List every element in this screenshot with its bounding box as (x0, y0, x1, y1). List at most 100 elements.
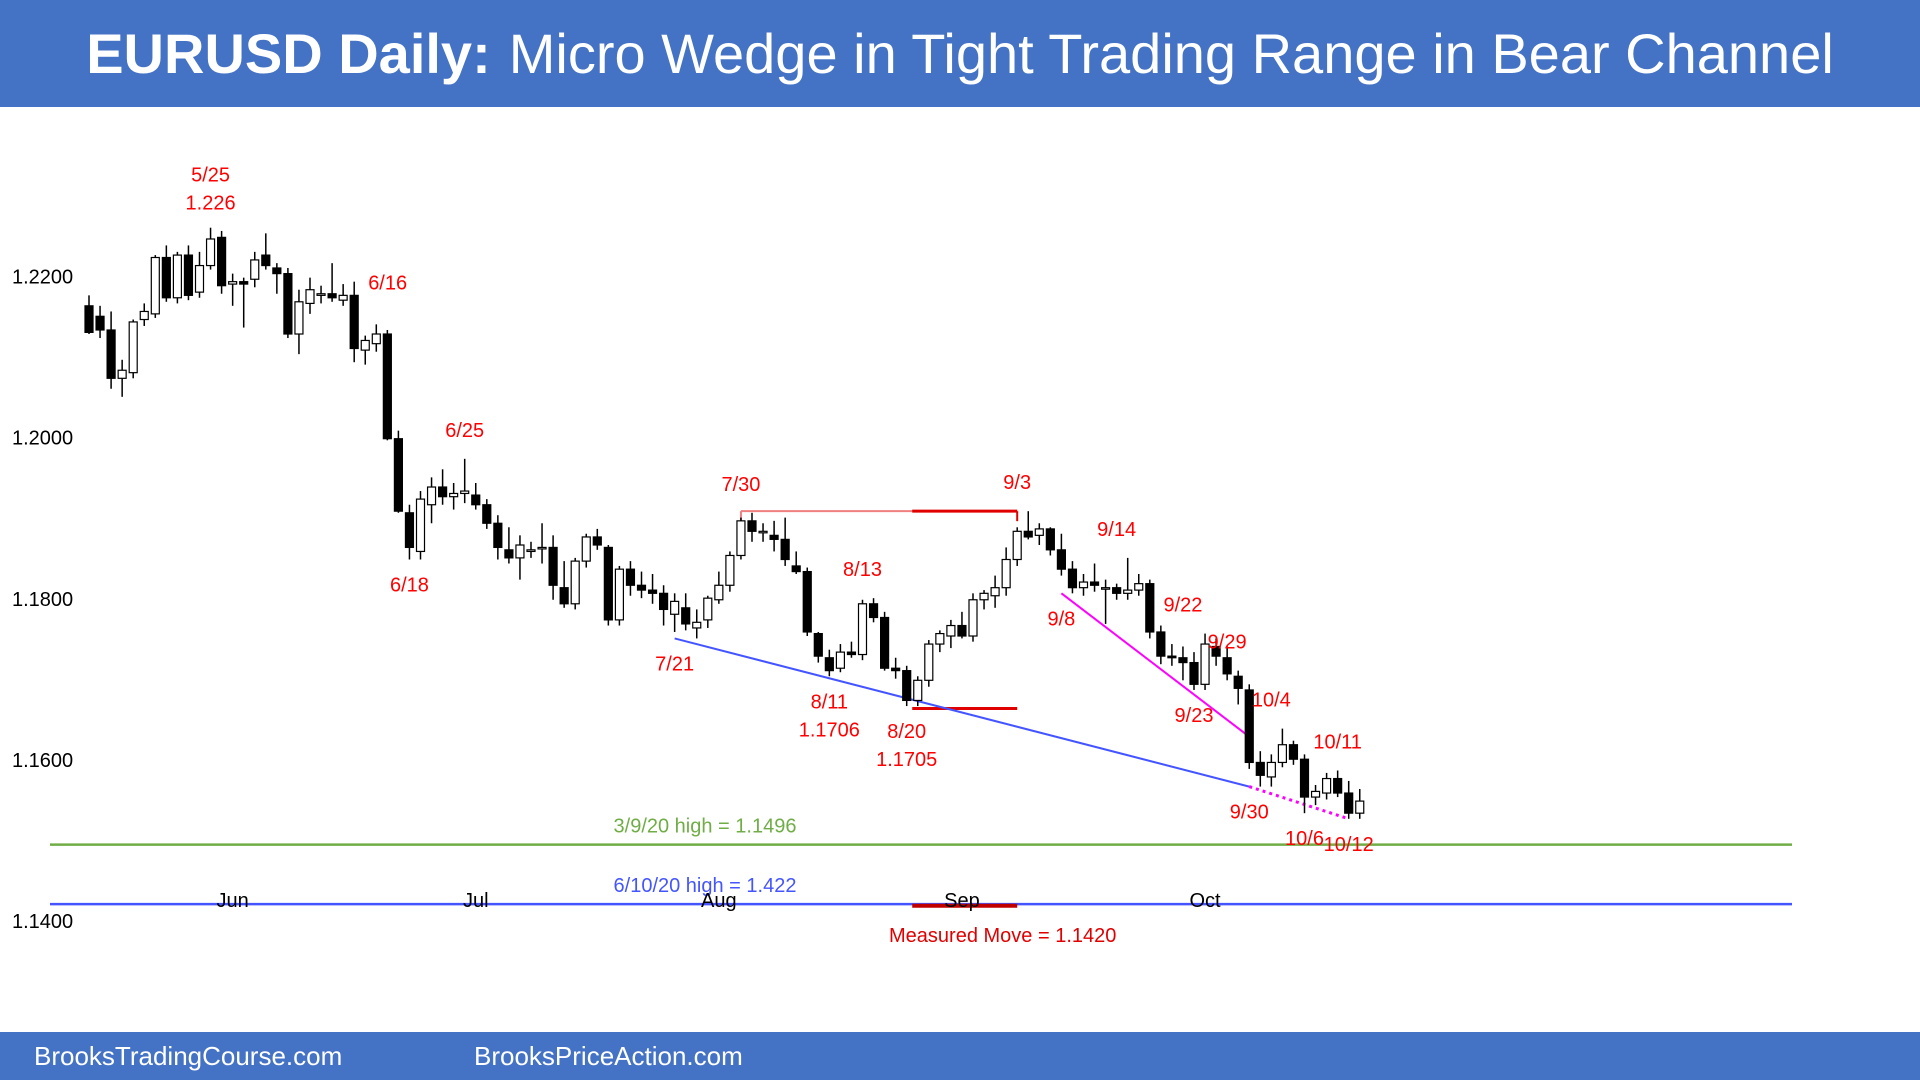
candle (913, 676, 923, 707)
candle (128, 319, 138, 379)
candle-body-bear (404, 512, 415, 549)
candle (415, 491, 426, 560)
candle (747, 512, 757, 542)
candle (482, 499, 492, 529)
x-tick-label: Sep (944, 890, 980, 912)
candle (935, 630, 945, 653)
candle-body-bull (228, 281, 238, 285)
candle (150, 255, 160, 318)
candle-body-bear (891, 667, 901, 672)
candle (294, 289, 304, 355)
candle-body-bull (1277, 744, 1288, 764)
candle-body-bear (327, 293, 337, 299)
x-tick-label: Jul (463, 890, 489, 912)
candle (1211, 638, 1221, 666)
annotation-label: 8/20 (887, 721, 926, 743)
candle (1321, 772, 1332, 800)
candle-body-bear (548, 546, 558, 586)
candle (625, 561, 636, 596)
candle (868, 598, 879, 623)
candle-body-bear (1211, 645, 1221, 657)
candle-body-bull (316, 293, 326, 296)
annotation-label: 10/12 (1324, 834, 1374, 856)
candle (250, 251, 260, 288)
candle-body-bull (1355, 800, 1365, 814)
candle (515, 535, 525, 580)
candle (1123, 557, 1133, 600)
candle-body-bear (769, 534, 779, 540)
candle-body-bear (846, 651, 857, 656)
candle (283, 267, 293, 339)
candle-body-bull (725, 554, 735, 586)
candle-body-bear (957, 624, 967, 637)
candle-body-bear (868, 603, 879, 619)
candle (449, 482, 459, 510)
candle-body-bear (493, 522, 503, 549)
candle (316, 285, 326, 304)
candle-body-bear (824, 657, 834, 672)
candle (846, 641, 857, 658)
candle (161, 245, 171, 302)
candle-body-bear (183, 254, 194, 296)
annotation-label: 9/23 (1175, 705, 1214, 727)
candle-body-bear (1222, 657, 1232, 675)
annotation-label: 10/6 (1285, 828, 1324, 850)
footer-link-price-action[interactable]: BrooksPriceAction.com (474, 1041, 743, 1071)
candle (305, 277, 315, 314)
candle-body-bull (1200, 643, 1210, 685)
candle-body-bull (946, 624, 956, 637)
candle-body-bull (294, 301, 304, 335)
candle (1012, 527, 1022, 566)
candle (968, 593, 978, 642)
footer-link-trading-course[interactable]: BrooksTradingCourse.com (34, 1041, 343, 1071)
candle-body-bear (1344, 792, 1354, 814)
candle-body-bull (426, 486, 437, 506)
candle (1156, 625, 1166, 665)
annotation-label: 6/18 (390, 575, 429, 597)
candle-body-bull (1001, 558, 1011, 589)
candle-body-bull (968, 599, 978, 637)
candle-body-bear (1299, 758, 1310, 798)
candle (1189, 652, 1199, 690)
chart-title-symbol: EURUSD Daily: (86, 22, 491, 85)
candle-body-bear (592, 536, 602, 546)
candle-body-bear (261, 254, 271, 267)
candle (1112, 583, 1122, 600)
candle-body-bull (1310, 790, 1321, 798)
candle-body-bear (482, 504, 492, 524)
candle (658, 585, 669, 626)
candle-body-bull (692, 621, 702, 629)
candle (360, 335, 370, 365)
y-tick-label: 1.2000 (12, 428, 73, 450)
candle-body-bull (139, 310, 149, 321)
candle-body-bull (1012, 530, 1022, 561)
candle-body-bear (1233, 675, 1243, 689)
candle (570, 557, 580, 610)
candle-body-bull (703, 597, 713, 621)
candle-body-bear (791, 565, 801, 573)
candle-body-bear (1067, 568, 1078, 589)
candle-body-bear (239, 281, 249, 285)
support-levels: 3/9/20 high = 1.1496 6/10/20 high = 1.422 (50, 816, 1792, 906)
candle (1333, 770, 1343, 798)
candle-body-bear (902, 670, 912, 702)
candle-body-bear (603, 546, 613, 621)
annotations: 5/25 1.226 6/16 6/25 6/18 7/30 8/13 7/21 8/11 1.1… (186, 165, 1374, 856)
candle-body-bull (360, 339, 370, 351)
candle (1244, 684, 1254, 769)
wedge-line (1060, 592, 1250, 738)
candle (1200, 633, 1210, 690)
candle (813, 631, 823, 663)
annotation-label: 9/8 (1047, 608, 1075, 630)
candle (769, 520, 779, 552)
annotation-label: 7/30 (721, 474, 760, 496)
annotation-label: 6/25 (445, 420, 484, 442)
candle-body-bear (1178, 657, 1188, 664)
annotation-label: 9/29 (1208, 632, 1247, 654)
candle (1023, 511, 1033, 540)
candle-body-bear (1255, 761, 1265, 776)
candle (647, 573, 658, 604)
candle (84, 295, 94, 335)
candle (194, 251, 205, 298)
candle-body-bull (614, 568, 625, 621)
